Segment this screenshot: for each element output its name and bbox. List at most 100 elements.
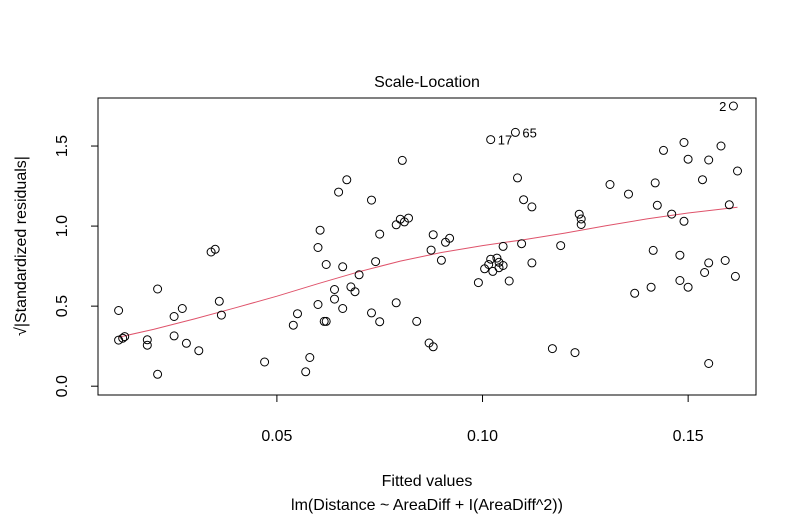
data-point xyxy=(321,260,331,269)
data-point xyxy=(375,229,385,239)
points-layer xyxy=(114,101,742,379)
point-label: 65 xyxy=(522,125,536,140)
data-point xyxy=(605,180,615,189)
data-point xyxy=(498,241,508,251)
x-tick-label: 0.10 xyxy=(467,428,498,445)
data-point xyxy=(724,200,734,210)
data-point xyxy=(650,178,660,188)
data-point xyxy=(288,320,298,330)
data-point xyxy=(142,340,152,350)
data-point xyxy=(354,270,364,280)
data-point xyxy=(404,213,413,223)
data-point xyxy=(436,255,446,265)
data-point xyxy=(679,216,689,226)
data-point xyxy=(547,344,557,354)
y-tick-label: 0.5 xyxy=(54,295,71,317)
data-point xyxy=(412,316,422,326)
data-point xyxy=(391,220,401,230)
data-point xyxy=(667,209,677,219)
data-point xyxy=(194,346,204,356)
data-point xyxy=(315,225,325,235)
point-label: 2 xyxy=(719,99,726,114)
data-point xyxy=(683,282,693,292)
x-tick-label: 0.15 xyxy=(673,428,704,445)
point-label: 17 xyxy=(498,133,512,148)
data-point xyxy=(371,257,381,267)
data-point xyxy=(700,268,710,277)
x-axis: 0.05 0.10 0.15 xyxy=(261,394,704,445)
data-point xyxy=(330,285,339,294)
data-point xyxy=(142,335,152,345)
data-point xyxy=(484,260,494,269)
data-point xyxy=(486,254,496,264)
data-point xyxy=(214,296,224,306)
data-point xyxy=(319,316,329,326)
data-point xyxy=(527,258,537,268)
data-point xyxy=(260,357,270,367)
data-point xyxy=(486,135,496,145)
data-point xyxy=(720,256,730,265)
y-axis: 0.0 0.5 1.0 1.5 xyxy=(54,135,99,397)
data-point xyxy=(181,338,191,348)
data-point xyxy=(675,276,685,285)
data-point xyxy=(210,244,220,254)
data-point xyxy=(679,138,689,147)
data-point xyxy=(305,353,315,362)
data-point xyxy=(473,278,483,288)
data-point xyxy=(169,312,179,321)
data-point xyxy=(698,175,707,185)
data-point xyxy=(313,300,323,309)
data-point xyxy=(120,332,130,342)
data-point xyxy=(659,145,668,155)
data-point xyxy=(216,310,226,320)
data-point xyxy=(513,173,522,183)
data-point xyxy=(574,209,584,219)
data-point xyxy=(428,230,438,240)
x-axis-label: Fitted values xyxy=(382,473,473,490)
data-point xyxy=(177,304,187,313)
data-point xyxy=(510,127,520,137)
chart-title: Scale-Location xyxy=(374,74,480,91)
model-formula-label: lm(Distance ~ AreaDiff + I(AreaDiff^2)) xyxy=(291,497,563,514)
data-point xyxy=(704,258,714,268)
data-point xyxy=(375,317,385,327)
data-point xyxy=(652,200,662,210)
data-point xyxy=(391,298,401,308)
data-point xyxy=(704,359,714,368)
data-point xyxy=(153,369,163,379)
data-point xyxy=(630,288,640,298)
data-point xyxy=(716,141,726,151)
plot-frame xyxy=(97,97,757,396)
smoother-line xyxy=(118,206,738,338)
data-point xyxy=(570,348,580,358)
data-point xyxy=(683,154,693,164)
data-point xyxy=(301,367,311,377)
y-tick-label: 1.5 xyxy=(54,135,71,157)
data-point xyxy=(338,304,348,313)
data-point xyxy=(321,316,331,326)
x-tick-label: 0.05 xyxy=(261,428,292,445)
data-point xyxy=(517,239,527,249)
data-point xyxy=(576,220,586,229)
data-point xyxy=(733,166,742,176)
y-tick-label: 1.0 xyxy=(54,215,71,237)
data-point xyxy=(675,250,685,260)
data-point xyxy=(498,261,508,270)
data-point xyxy=(338,262,348,272)
data-point xyxy=(576,214,586,224)
data-point xyxy=(730,271,740,281)
data-point xyxy=(346,282,356,292)
data-point xyxy=(646,282,656,292)
data-point xyxy=(728,101,738,111)
data-point xyxy=(114,306,124,315)
data-point xyxy=(648,245,658,255)
data-point xyxy=(426,245,436,255)
data-point xyxy=(527,202,537,212)
data-point xyxy=(169,331,179,341)
data-point xyxy=(445,233,455,243)
data-point xyxy=(428,342,438,352)
data-point xyxy=(153,284,163,294)
point-labels-layer: 2 17 65 xyxy=(498,99,727,148)
data-point xyxy=(397,155,407,165)
